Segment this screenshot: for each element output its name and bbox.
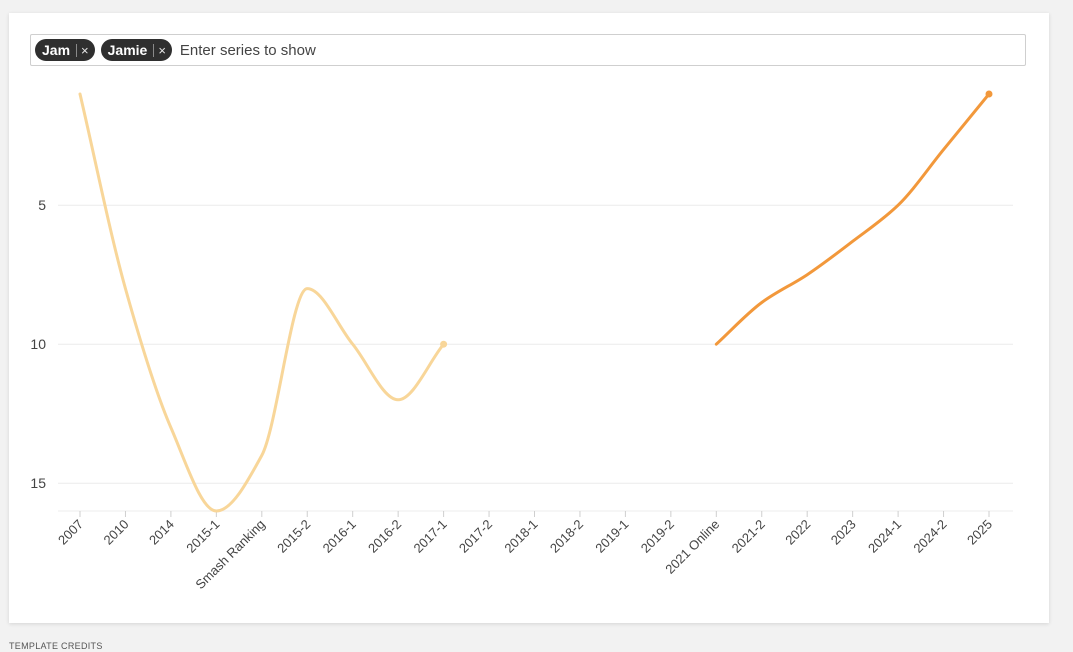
y-tick-label: 5	[38, 197, 46, 213]
series-line-jam	[78, 92, 446, 513]
chart-card: Jam × Jamie ×	[9, 13, 1049, 623]
x-tick-label: 2022	[782, 517, 813, 548]
close-icon[interactable]: ×	[81, 42, 89, 58]
template-credits-link[interactable]: TEMPLATE CREDITS	[9, 641, 103, 651]
chip-divider	[76, 43, 78, 57]
x-tick-label: 2016-2	[365, 517, 404, 556]
x-tick-label: 2018-2	[547, 517, 586, 556]
x-tick-label: 2016-1	[320, 517, 359, 556]
y-axis-ticks: 5 10 15	[30, 197, 46, 491]
series-line-jamie	[714, 92, 991, 346]
x-tick-label: 2024-2	[910, 517, 949, 556]
x-tick-label: 2021-2	[729, 517, 768, 556]
series-chip-jamie[interactable]: Jamie ×	[100, 39, 172, 61]
series-picker[interactable]: Jam × Jamie ×	[30, 34, 1026, 66]
x-tick-label: 2018-1	[501, 517, 540, 556]
x-tick-label: 2007	[55, 517, 86, 548]
x-tick-label: 2025	[964, 517, 995, 548]
chip-label: Jamie	[107, 42, 148, 58]
x-tick-label: 2015-1	[183, 517, 222, 556]
series-lines	[78, 90, 993, 513]
x-tick-label: 2019-1	[592, 517, 631, 556]
x-tick-label: 2017-2	[456, 517, 495, 556]
x-tick-label: 2010	[101, 517, 132, 548]
x-tick-label: 2023	[828, 517, 859, 548]
x-tick-label: 2017-1	[410, 517, 449, 556]
x-tick-label: 2015-2	[274, 517, 313, 556]
y-tick-label: 10	[30, 336, 46, 352]
chip-label: Jam	[42, 42, 71, 58]
series-end-point-jam	[440, 340, 448, 348]
series-end-point-jamie	[985, 90, 993, 98]
y-tick-label: 15	[30, 475, 46, 491]
x-tick-label: 2019-2	[638, 517, 677, 556]
x-tick-label: 2024-1	[865, 517, 904, 556]
grid-lines	[58, 204, 1013, 512]
close-icon[interactable]: ×	[158, 42, 166, 58]
series-search-input[interactable]	[177, 37, 1025, 63]
x-tick-label: 2014	[146, 517, 177, 548]
series-chip-jam[interactable]: Jam ×	[35, 39, 95, 61]
chip-divider	[153, 43, 155, 57]
